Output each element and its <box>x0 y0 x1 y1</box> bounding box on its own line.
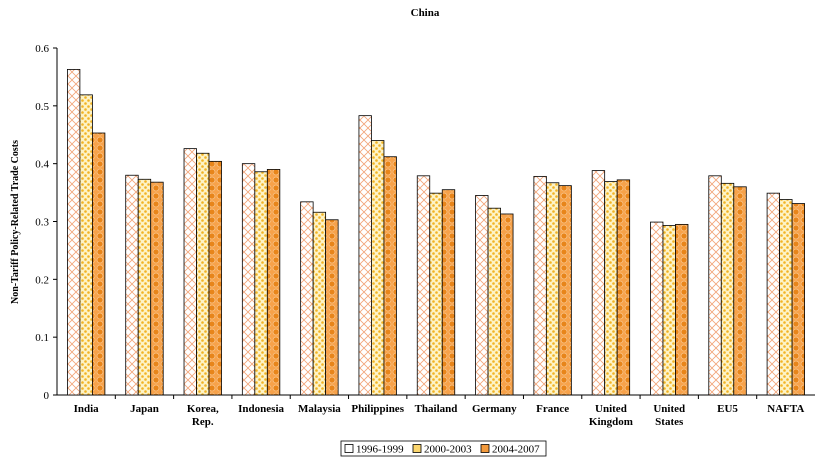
bar <box>383 156 397 396</box>
bar <box>67 68 81 396</box>
bar <box>241 163 256 396</box>
y-tick-label: 0.4 <box>35 159 49 171</box>
bar <box>533 175 547 396</box>
legend: 1996-1999 2000-2003 2004-2007 <box>340 440 547 457</box>
bar <box>441 189 456 396</box>
bar <box>137 178 152 396</box>
x-tick-label: Thailand <box>415 403 458 415</box>
bar <box>150 181 164 396</box>
bar <box>92 132 106 396</box>
legend-swatch <box>480 444 490 453</box>
x-tick-label: India <box>74 403 100 415</box>
x-tick-label: Germany <box>472 403 517 415</box>
bar <box>79 94 93 396</box>
y-tick-label: 0.2 <box>35 274 49 286</box>
x-tick-label: States <box>655 416 684 428</box>
bar <box>358 115 372 396</box>
bar <box>766 192 780 396</box>
bar <box>500 213 514 396</box>
y-axis-label: Non-Tariff Policy-Related Trade Costs <box>10 140 21 304</box>
y-tick-label: 0.5 <box>35 101 49 113</box>
bar <box>650 221 664 396</box>
bar <box>558 185 572 396</box>
x-tick-label: NAFTA <box>767 403 804 415</box>
y-tick-label: 0 <box>44 390 50 402</box>
x-tick-label: Indonesia <box>238 403 284 415</box>
bar <box>196 152 210 396</box>
bar <box>616 179 631 396</box>
bar <box>300 201 314 396</box>
x-tick-label: Malaysia <box>298 403 341 415</box>
bar <box>791 203 805 396</box>
bar <box>475 195 489 396</box>
bar <box>429 192 443 396</box>
x-tick-label: Korea, <box>187 403 219 415</box>
bar <box>312 211 327 396</box>
plot-area: 0 0.1 0.2 0.3 0.4 0.5 0.6 India Japan Korea,Rep. I… <box>35 43 815 428</box>
bar <box>779 199 793 396</box>
bar <box>416 175 431 396</box>
bar <box>662 225 676 396</box>
legend-swatch <box>412 444 422 453</box>
bar <box>720 182 735 396</box>
x-tick-label: Kingdom <box>589 416 633 428</box>
bar <box>604 181 618 396</box>
chart-title: China <box>411 7 440 19</box>
bar <box>183 148 197 396</box>
y-tick-label: 0.6 <box>35 43 49 55</box>
x-tick-label: Japan <box>130 403 159 415</box>
legend-label: 2004-2007 <box>492 444 540 456</box>
x-tick-label: EU5 <box>717 403 738 415</box>
y-tick-label: 0.3 <box>35 217 49 229</box>
x-tick-label: United <box>595 403 627 415</box>
x-tick-label: United <box>653 403 685 415</box>
bar <box>208 160 222 396</box>
bar <box>733 186 747 396</box>
bar <box>266 169 281 396</box>
legend-label: 2000-2003 <box>424 444 472 456</box>
legend-label: 1996-1999 <box>356 444 404 456</box>
bar <box>591 170 606 396</box>
legend-box <box>340 440 547 457</box>
bar <box>675 223 689 396</box>
y-tick-label: 0.1 <box>35 332 49 344</box>
legend-swatch <box>344 444 354 453</box>
bar <box>545 182 560 396</box>
bar <box>487 207 501 396</box>
bar <box>371 140 385 396</box>
bar <box>254 171 268 396</box>
bar <box>325 219 339 396</box>
bar <box>125 174 139 396</box>
x-tick-label: France <box>536 403 569 415</box>
x-tick-label: Rep. <box>192 416 214 428</box>
bar <box>708 175 722 396</box>
x-tick-label: Philippines <box>351 403 404 415</box>
